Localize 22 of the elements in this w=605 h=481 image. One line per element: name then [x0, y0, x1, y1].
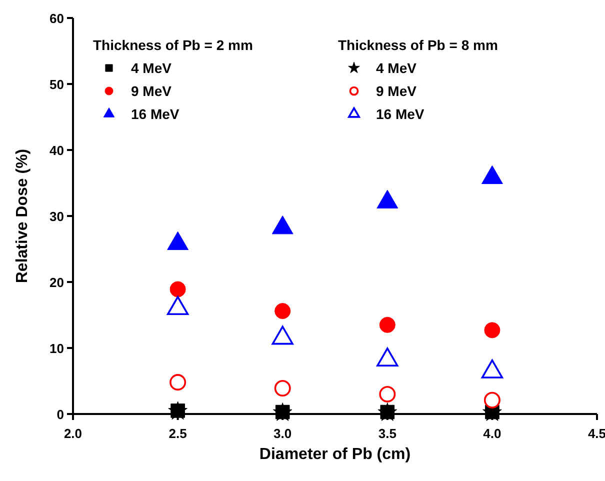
legend-label: 4 MeV [131, 60, 172, 76]
y-tick-label: 60 [50, 11, 64, 26]
legend-label: 9 MeV [376, 83, 418, 99]
legend-label: 16 MeV [376, 106, 425, 122]
y-axis-title: Relative Dose (%) [14, 148, 31, 284]
annotation: Thickness of Pb = 8 mm [338, 37, 498, 53]
y-tick-label: 40 [50, 143, 64, 158]
y-tick-label: 20 [50, 275, 64, 290]
x-axis-title: Diameter of Pb (cm) [259, 446, 411, 463]
x-tick-label: 2.0 [64, 426, 82, 441]
legend-label: 9 MeV [131, 83, 172, 99]
y-tick-label: 30 [50, 209, 64, 224]
x-tick-label: 3.5 [378, 426, 396, 441]
x-tick-label: 4.0 [483, 426, 502, 441]
x-tick-label: 3.0 [274, 426, 292, 441]
x-tick-label: 2.5 [168, 426, 187, 441]
y-tick-label: 10 [50, 341, 64, 356]
legend-label: 16 MeV [131, 106, 180, 122]
y-tick-label: 50 [50, 77, 64, 92]
y-tick-label: 0 [56, 407, 64, 422]
annotation: Thickness of Pb = 2 mm [93, 37, 253, 53]
legend-label: 4 MeV [376, 60, 418, 76]
